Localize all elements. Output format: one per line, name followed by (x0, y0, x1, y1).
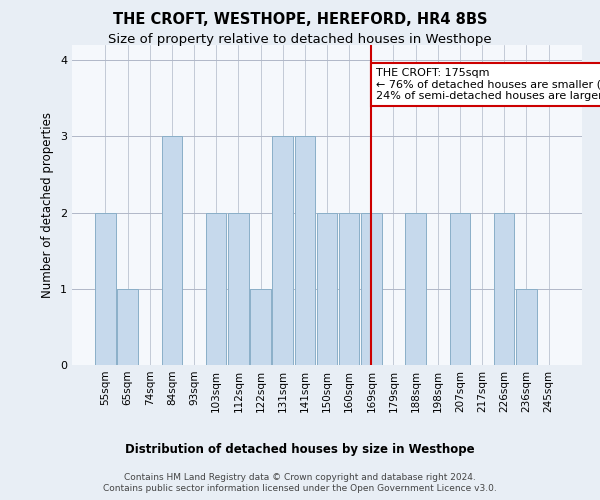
Bar (339, 212, 359, 365)
Text: THE CROFT: 175sqm
← 76% of detached houses are smaller (22)
24% of semi-detached: THE CROFT: 175sqm ← 76% of detached hous… (376, 68, 600, 101)
Bar (228, 212, 248, 365)
Bar (272, 136, 293, 365)
Text: Contains public sector information licensed under the Open Government Licence v3: Contains public sector information licen… (103, 484, 497, 493)
Bar (206, 212, 226, 365)
Bar (118, 289, 138, 365)
Bar (295, 136, 315, 365)
Bar (450, 212, 470, 365)
Text: THE CROFT, WESTHOPE, HEREFORD, HR4 8BS: THE CROFT, WESTHOPE, HEREFORD, HR4 8BS (113, 12, 487, 28)
Text: Distribution of detached houses by size in Westhope: Distribution of detached houses by size … (125, 442, 475, 456)
Bar (95, 212, 116, 365)
Bar (161, 136, 182, 365)
Bar (516, 289, 536, 365)
Text: Size of property relative to detached houses in Westhope: Size of property relative to detached ho… (108, 32, 492, 46)
Bar (406, 212, 426, 365)
Bar (361, 212, 382, 365)
Y-axis label: Number of detached properties: Number of detached properties (41, 112, 55, 298)
Bar (317, 212, 337, 365)
Bar (494, 212, 514, 365)
Bar (250, 289, 271, 365)
Text: Contains HM Land Registry data © Crown copyright and database right 2024.: Contains HM Land Registry data © Crown c… (124, 472, 476, 482)
